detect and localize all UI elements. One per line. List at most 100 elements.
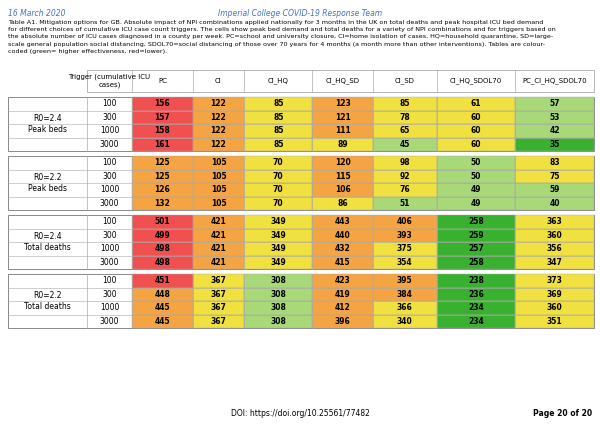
Bar [193, 170, 244, 183]
Text: 157: 157 [155, 113, 170, 122]
Text: 125: 125 [155, 172, 170, 181]
Bar [193, 301, 244, 315]
Bar [437, 274, 515, 287]
Text: CI: CI [215, 78, 222, 84]
Text: 100: 100 [102, 276, 117, 285]
Text: 300: 300 [102, 113, 117, 122]
Bar [132, 196, 193, 210]
Bar [313, 256, 373, 269]
Bar [515, 183, 594, 196]
Text: 443: 443 [335, 217, 350, 226]
Text: 1000: 1000 [100, 126, 119, 135]
Bar [515, 256, 594, 269]
Bar [515, 229, 594, 242]
Bar [313, 196, 373, 210]
Bar [193, 229, 244, 242]
Bar [437, 229, 515, 242]
Bar [193, 315, 244, 328]
Text: 86: 86 [337, 199, 348, 208]
Text: 122: 122 [211, 140, 226, 149]
Text: 367: 367 [211, 290, 226, 299]
Text: 360: 360 [547, 231, 563, 240]
Text: R0=2.4
Total deaths: R0=2.4 Total deaths [24, 232, 71, 252]
Text: 42: 42 [550, 126, 560, 135]
Text: 308: 308 [271, 276, 286, 285]
Bar [193, 137, 244, 151]
Text: 257: 257 [468, 244, 484, 253]
Text: 123: 123 [335, 99, 350, 108]
Bar [437, 301, 515, 315]
Text: 49: 49 [470, 185, 481, 194]
Bar [244, 215, 313, 229]
Bar [313, 170, 373, 183]
Text: 60: 60 [470, 113, 481, 122]
Text: 1000: 1000 [100, 303, 119, 312]
Text: 45: 45 [400, 140, 410, 149]
Text: 498: 498 [155, 258, 170, 267]
Text: 122: 122 [211, 113, 226, 122]
Text: 421: 421 [211, 258, 226, 267]
Text: 351: 351 [547, 317, 562, 326]
Text: 3000: 3000 [100, 199, 119, 208]
Text: PC_CI_HQ_SDOL70: PC_CI_HQ_SDOL70 [523, 78, 587, 84]
Text: 51: 51 [400, 199, 410, 208]
Bar [8, 215, 594, 269]
Text: 70: 70 [273, 185, 284, 194]
Text: 76: 76 [400, 185, 410, 194]
Text: 105: 105 [211, 172, 226, 181]
Text: 100: 100 [102, 158, 117, 167]
Text: 236: 236 [468, 290, 484, 299]
Text: 349: 349 [271, 244, 286, 253]
Bar [132, 124, 193, 137]
Text: 49: 49 [470, 199, 481, 208]
Text: 53: 53 [550, 113, 560, 122]
Text: 57: 57 [550, 99, 560, 108]
Text: 451: 451 [155, 276, 170, 285]
Text: 50: 50 [471, 172, 481, 181]
Bar [515, 287, 594, 301]
Bar [244, 315, 313, 328]
Bar [515, 242, 594, 256]
Text: PC: PC [158, 78, 167, 84]
Text: 360: 360 [547, 303, 563, 312]
Text: 367: 367 [211, 303, 226, 312]
Text: 161: 161 [155, 140, 170, 149]
Text: 448: 448 [155, 290, 170, 299]
Bar [244, 256, 313, 269]
Text: 70: 70 [273, 158, 284, 167]
Bar [515, 124, 594, 137]
Text: 1000: 1000 [100, 185, 119, 194]
Text: R0=2.4
Peak beds: R0=2.4 Peak beds [28, 114, 67, 134]
Bar [244, 124, 313, 137]
Bar [244, 287, 313, 301]
Bar [373, 156, 437, 170]
Text: 122: 122 [211, 99, 226, 108]
Bar [193, 274, 244, 287]
Text: 85: 85 [273, 140, 284, 149]
Text: 367: 367 [211, 317, 226, 326]
Bar [515, 315, 594, 328]
Text: 349: 349 [271, 258, 286, 267]
Bar [515, 97, 594, 111]
Text: Page 20 of 20: Page 20 of 20 [533, 410, 592, 418]
Text: 499: 499 [155, 231, 170, 240]
Bar [515, 170, 594, 183]
Text: 105: 105 [211, 185, 226, 194]
Text: 3000: 3000 [100, 258, 119, 267]
Text: 3000: 3000 [100, 140, 119, 149]
Text: 65: 65 [400, 126, 410, 135]
Text: CI_HQ_SD: CI_HQ_SD [326, 78, 359, 84]
Text: 432: 432 [335, 244, 350, 253]
Text: 421: 421 [211, 217, 226, 226]
Text: CI_HQ: CI_HQ [268, 78, 289, 84]
Text: 126: 126 [155, 185, 170, 194]
Bar [132, 315, 193, 328]
Text: 125: 125 [155, 158, 170, 167]
Text: R0=2.2
Peak beds: R0=2.2 Peak beds [28, 173, 67, 192]
Bar [437, 242, 515, 256]
Bar [313, 229, 373, 242]
Bar [132, 274, 193, 287]
Bar [87, 70, 594, 92]
Bar [373, 137, 437, 151]
Text: 421: 421 [211, 244, 226, 253]
